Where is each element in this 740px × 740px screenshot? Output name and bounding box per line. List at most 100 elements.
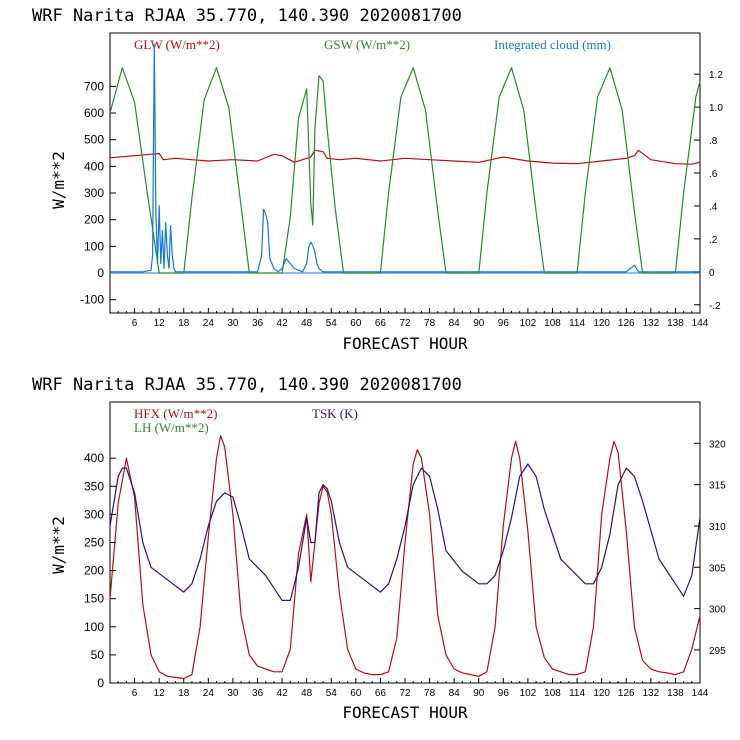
x-tick-label: 144 bbox=[692, 318, 709, 329]
y-tick-label: 300 bbox=[84, 186, 104, 200]
right-tick-label: 315 bbox=[709, 481, 726, 492]
chart-2-title: WRF Narita RJAA 35.770, 140.390 20200817… bbox=[32, 375, 462, 395]
y-tick-label: 100 bbox=[84, 239, 104, 253]
y-tick-label: 200 bbox=[84, 564, 104, 578]
x-tick-label: 90 bbox=[473, 688, 485, 699]
x-tick-label: 24 bbox=[203, 318, 215, 329]
chart-1-y-label: W/m**2 bbox=[49, 151, 68, 209]
x-tick-label: 66 bbox=[375, 688, 387, 699]
x-tick-label: 108 bbox=[544, 688, 561, 699]
x-tick-label: 96 bbox=[498, 318, 510, 329]
y-tick-label: 600 bbox=[84, 106, 104, 120]
y-tick-label: 150 bbox=[84, 592, 104, 606]
chart-2-right-ticks: 295 300 305 310 315 320 bbox=[694, 439, 726, 657]
x-tick-label: 60 bbox=[350, 318, 362, 329]
x-tick-label: 18 bbox=[178, 318, 190, 329]
series-tsk-line bbox=[109, 463, 701, 602]
y-tick-label: 500 bbox=[84, 133, 104, 147]
chart-2-y-label: W/m**2 bbox=[49, 516, 68, 574]
chart-2-legend-tsk: TSK (K) bbox=[312, 406, 358, 421]
y-tick-label: 350 bbox=[84, 479, 104, 493]
right-tick-label: .2 bbox=[709, 235, 718, 246]
x-tick-label: 120 bbox=[593, 318, 610, 329]
x-tick-label: 66 bbox=[375, 318, 387, 329]
right-tick-label: 0 bbox=[709, 268, 715, 279]
y-tick-label: 0 bbox=[97, 266, 104, 280]
x-tick-label: 30 bbox=[227, 318, 239, 329]
chart-1-right-ticks: -.2 0 .2 .4 .6 .8 1.0 1.2 bbox=[694, 70, 723, 312]
chart-1-series bbox=[109, 43, 701, 274]
y-tick-label: 200 bbox=[84, 213, 104, 227]
x-tick-label: 132 bbox=[642, 688, 659, 699]
right-tick-label: 300 bbox=[709, 605, 726, 616]
chart-2-series bbox=[109, 435, 701, 680]
y-tick-label: 250 bbox=[84, 536, 104, 550]
chart-1-x-ticks: 6 12 18 24 30 36 42 48 54 60 66 72 78 84 90 96 102 108 114… bbox=[117, 308, 709, 329]
chart-1-x-label: FORECAST HOUR bbox=[342, 334, 468, 353]
x-tick-label: 78 bbox=[424, 318, 436, 329]
y-tick-label: 300 bbox=[84, 507, 104, 521]
y-tick-label: 400 bbox=[84, 159, 104, 173]
chart-2-legend-lh: LH (W/m**2) bbox=[134, 420, 209, 435]
chart-1-y-ticks: -100 0 100 200 300 400 500 600 700 bbox=[80, 79, 116, 307]
x-tick-label: 120 bbox=[593, 688, 610, 699]
series-hfx-line bbox=[109, 435, 701, 680]
x-tick-label: 126 bbox=[618, 688, 635, 699]
right-tick-label: 310 bbox=[709, 522, 726, 533]
y-tick-label: 50 bbox=[91, 648, 105, 662]
x-tick-label: 48 bbox=[301, 688, 313, 699]
y-tick-label: 400 bbox=[84, 451, 104, 465]
series-gsw-line bbox=[109, 67, 701, 274]
series-integrated-line bbox=[110, 43, 700, 273]
x-tick-label: 36 bbox=[252, 688, 264, 699]
x-tick-label: 36 bbox=[252, 318, 264, 329]
x-tick-label: 96 bbox=[498, 688, 510, 699]
y-tick-label: 700 bbox=[84, 79, 104, 93]
x-tick-label: 114 bbox=[569, 688, 585, 699]
series-glw-line bbox=[109, 149, 701, 165]
chart-2-x-label: FORECAST HOUR bbox=[342, 703, 468, 722]
chart-2: WRF Narita RJAA 35.770, 140.390 20200817… bbox=[32, 375, 726, 722]
x-tick-label: 48 bbox=[301, 318, 313, 329]
x-tick-label: 18 bbox=[178, 688, 190, 699]
x-tick-label: 54 bbox=[326, 318, 338, 329]
x-tick-label: 114 bbox=[569, 318, 585, 329]
right-tick-label: -.2 bbox=[709, 301, 721, 312]
x-tick-label: 84 bbox=[449, 688, 461, 699]
right-tick-label: 305 bbox=[709, 563, 726, 574]
x-tick-label: 12 bbox=[154, 688, 166, 699]
chart-2-legend-hfx: HFX (W/m**2) bbox=[134, 406, 217, 421]
chart-1-legend-gsw: GSW (W/m**2) bbox=[324, 37, 410, 52]
x-tick-label: 78 bbox=[424, 688, 436, 699]
x-tick-label: 90 bbox=[473, 318, 485, 329]
x-tick-label: 72 bbox=[399, 688, 411, 699]
x-tick-label: 42 bbox=[277, 318, 289, 329]
chart-1: WRF Narita RJAA 35.770, 140.390 20200817… bbox=[32, 6, 723, 353]
chart-2-y-ticks: 0 50 100 150 200 250 300 350 400 bbox=[84, 451, 116, 690]
x-tick-label: 30 bbox=[227, 688, 239, 699]
x-tick-label: 132 bbox=[642, 318, 659, 329]
x-tick-label: 6 bbox=[132, 318, 138, 329]
x-tick-label: 108 bbox=[544, 318, 561, 329]
right-tick-label: .8 bbox=[709, 136, 718, 147]
x-tick-label: 138 bbox=[667, 688, 684, 699]
y-tick-label: 0 bbox=[97, 676, 104, 690]
x-tick-label: 60 bbox=[350, 688, 362, 699]
chart-1-legend-cloud: Integrated cloud (mm) bbox=[494, 37, 611, 52]
x-tick-label: 126 bbox=[618, 318, 635, 329]
x-tick-label: 138 bbox=[667, 318, 684, 329]
right-tick-label: 295 bbox=[709, 646, 726, 657]
x-tick-label: 54 bbox=[326, 688, 338, 699]
right-tick-label: 1.2 bbox=[709, 70, 723, 81]
x-tick-label: 84 bbox=[449, 318, 461, 329]
chart-2-x-ticks: 6 12 18 24 30 36 42 48 54 60 66 72 78 84 90 96 102 108 114… bbox=[117, 678, 709, 699]
right-tick-label: 1.0 bbox=[709, 103, 723, 114]
x-tick-label: 72 bbox=[399, 318, 411, 329]
right-tick-label: .6 bbox=[709, 169, 718, 180]
x-tick-label: 42 bbox=[277, 688, 289, 699]
y-tick-label: -100 bbox=[80, 293, 104, 307]
x-tick-label: 12 bbox=[154, 318, 166, 329]
chart-1-legend-glw: GLW (W/m**2) bbox=[134, 37, 220, 52]
x-tick-label: 6 bbox=[132, 688, 138, 699]
